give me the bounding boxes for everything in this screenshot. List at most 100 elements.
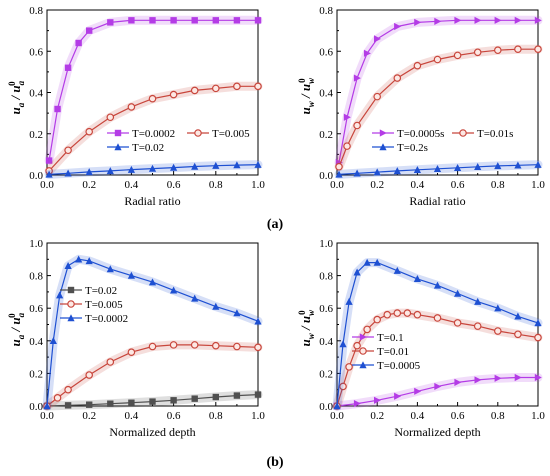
series-2-point (343, 142, 351, 150)
y-tick-label: 0.4 (29, 88, 43, 100)
legend-label: T=0.01 (377, 346, 409, 358)
y-tick-label: 1.0 (319, 238, 333, 250)
panel-label-a: (a) (267, 217, 284, 232)
series-2-point (353, 341, 361, 350)
y-axis-label-part: u (298, 84, 313, 91)
legend-marker (359, 333, 367, 341)
series-2-point (534, 333, 542, 342)
legend-label: T=0.0002 (132, 128, 175, 140)
y-axis-label-part: a (16, 102, 26, 107)
series-2-point (383, 310, 392, 319)
series-1-point (86, 27, 93, 34)
series-1-point (534, 16, 542, 24)
series-1-point (149, 398, 156, 405)
series-3-point (106, 167, 114, 175)
series-1-point (107, 19, 114, 26)
x-tick-label: 0.6 (451, 179, 465, 191)
x-tick-label: 0.6 (167, 179, 181, 191)
series-3-point (170, 286, 178, 294)
series-3-point (212, 161, 220, 169)
series-2-point (473, 48, 482, 57)
y-axis-label: ua / ua0 (7, 80, 26, 114)
series-1-point (414, 18, 422, 26)
series-2-point (106, 113, 115, 122)
series-3-point (333, 402, 341, 410)
x-tick-label: 0.6 (451, 410, 465, 422)
series-1-point (474, 376, 482, 384)
series-1-point (128, 399, 135, 406)
legend-label: T=0.02 (132, 142, 164, 154)
series-2-point (190, 86, 199, 95)
legend-label: T=0.2s (397, 142, 428, 154)
series-2-point (493, 46, 502, 55)
y-axis-label-part: u (298, 107, 313, 114)
series-1-point (363, 49, 371, 57)
x-tick-label: 0.2 (370, 179, 384, 191)
series-2-point (85, 371, 94, 379)
y-tick-label: 0.8 (29, 271, 43, 283)
series-3-point (514, 312, 522, 320)
series-1-point (64, 64, 72, 71)
series-2-point (254, 82, 262, 91)
series-3-point (43, 402, 51, 410)
series-2-point (254, 343, 262, 352)
x-axis-label: Radial ratio (124, 194, 180, 208)
series-2-point (335, 162, 343, 171)
series-1-point (534, 373, 542, 382)
legend-marker (114, 129, 122, 137)
y-tick-label: 0.0 (319, 401, 333, 413)
series-3-point (353, 268, 361, 276)
series-2-line (336, 312, 539, 407)
y-tick-label: 0.2 (29, 368, 43, 380)
y-axis-label-part: w (306, 77, 316, 84)
x-tick-label: 0.4 (411, 179, 425, 191)
series-3-point (212, 302, 220, 310)
series-3-point (254, 160, 262, 168)
series-3-point (494, 162, 502, 170)
legend-marker (114, 143, 122, 151)
y-axis-label-part: / (8, 93, 23, 103)
series-3-point (373, 258, 381, 266)
series-1-point (170, 17, 177, 24)
series-2-point (53, 394, 62, 402)
series-3-point (49, 337, 57, 344)
y-axis-label: ua / ua0 (7, 312, 26, 346)
x-tick-label: 0.0 (330, 179, 344, 191)
series-1-point (233, 17, 241, 24)
y-axis-label-part: w (306, 100, 316, 107)
series-1-point (353, 399, 361, 408)
series-2-point (212, 341, 220, 350)
y-axis-label-part: u (8, 85, 23, 92)
series-3-point (474, 162, 482, 170)
legend-label: T=0.0005 (377, 360, 421, 372)
x-tick-label: 0.8 (209, 179, 223, 191)
series-2-point (363, 325, 371, 334)
series-1-point (191, 17, 198, 24)
series-3-point (393, 167, 401, 175)
series-2-point (233, 342, 241, 351)
y-tick-label: 0.2 (29, 129, 43, 141)
series-3-point (454, 163, 462, 171)
series-2-line (338, 48, 538, 168)
x-tick-label: 0.6 (167, 410, 181, 422)
legend-marker (359, 361, 367, 369)
panel-label-b: (b) (266, 455, 283, 470)
x-tick-label: 0.4 (125, 179, 139, 191)
series-1-point (394, 392, 402, 400)
series-2-point (413, 61, 422, 70)
series-3-point (339, 340, 347, 348)
y-axis-label-part: a (16, 312, 26, 317)
x-axis-label: Radial ratio (409, 194, 465, 208)
series-1-point (434, 17, 442, 25)
series-3-point (127, 271, 135, 279)
legend-marker (67, 286, 75, 294)
y-axis-label: uw / uw0 (297, 77, 316, 115)
series-1-point (191, 395, 198, 402)
x-tick-label: 1.0 (251, 410, 265, 422)
series-3-point (393, 266, 401, 274)
series-1-point (394, 22, 402, 31)
series-1-point (64, 402, 72, 409)
x-axis-label: Normalized depth (109, 425, 195, 439)
series-2-point (453, 51, 462, 60)
